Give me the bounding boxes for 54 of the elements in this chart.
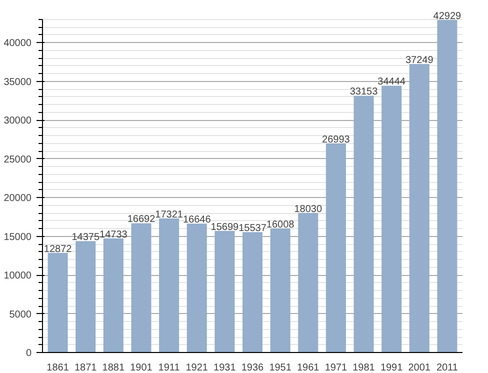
y-tick-label: 10000 <box>4 270 32 282</box>
bar <box>103 238 124 352</box>
x-tick-label: 1901 <box>130 362 153 373</box>
y-tick-label: 25000 <box>4 154 32 166</box>
bar <box>242 232 263 352</box>
data-label: 26993 <box>322 134 350 146</box>
data-label: 18030 <box>294 204 322 215</box>
bar <box>131 223 152 352</box>
bar <box>76 241 96 352</box>
x-tick-label: 1881 <box>102 362 125 373</box>
x-tick-label: 1921 <box>186 362 208 373</box>
y-tick-label: 5000 <box>9 309 32 320</box>
y-tick-label: 15000 <box>4 232 32 243</box>
bar <box>186 224 207 352</box>
data-label: 37249 <box>405 55 434 66</box>
x-tick-label: 1936 <box>241 362 264 373</box>
x-tick-label: 1951 <box>269 362 292 373</box>
bar <box>270 228 290 352</box>
bar <box>326 143 346 352</box>
bar <box>159 218 180 352</box>
y-tick-label: 35000 <box>4 76 32 88</box>
bar <box>409 64 430 352</box>
data-label: 42929 <box>433 11 462 22</box>
data-label: 16692 <box>127 214 156 226</box>
data-label: 12872 <box>44 244 72 255</box>
data-label: 16008 <box>266 220 295 231</box>
data-label: 33153 <box>350 86 378 98</box>
x-tick-label: 1981 <box>352 362 376 373</box>
bar <box>354 96 374 352</box>
x-tick-label: 2011 <box>436 362 458 373</box>
data-label: 16646 <box>182 214 212 226</box>
bar <box>214 230 235 352</box>
bar <box>437 20 458 352</box>
bar <box>382 86 402 352</box>
data-label: 34444 <box>378 76 406 88</box>
data-label: 17321 <box>155 209 184 220</box>
y-tick-label: 20000 <box>4 193 32 204</box>
x-tick-label: 1931 <box>214 362 236 373</box>
x-tick-label: 1871 <box>74 362 98 373</box>
bar <box>298 212 318 352</box>
data-label: 15537 <box>238 223 267 234</box>
x-tick-label: 1961 <box>297 362 320 373</box>
x-tick-label: 1971 <box>324 362 348 373</box>
x-tick-label: 1991 <box>380 362 404 373</box>
y-tick-label: 0 <box>26 348 32 359</box>
y-tick-label: 40000 <box>4 38 32 50</box>
data-label: 14375 <box>72 232 100 244</box>
bar <box>48 252 68 352</box>
x-tick-label: 1861 <box>46 362 70 373</box>
x-tick-label: 1911 <box>158 362 180 373</box>
data-label: 14733 <box>100 229 128 240</box>
y-tick-label: 30000 <box>4 116 32 127</box>
data-label: 15699 <box>210 222 240 233</box>
x-tick-label: 2001 <box>408 362 431 373</box>
